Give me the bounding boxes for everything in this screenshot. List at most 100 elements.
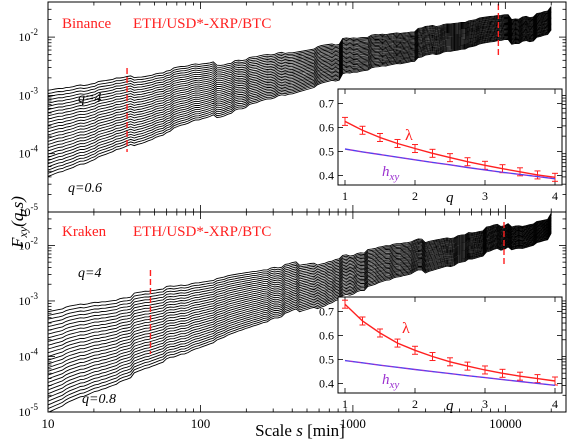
inset-y-tick-label: 0.5 <box>319 352 334 366</box>
fluctuation-curve <box>48 8 552 101</box>
fluctuation-curve <box>48 20 552 145</box>
inset-x-label: q <box>446 190 454 206</box>
fluctuation-curve <box>48 21 552 149</box>
y-tick-label: 10-5 <box>19 202 39 219</box>
inset-x-tick-label: 2 <box>412 397 418 411</box>
fluctuation-curve <box>48 7 552 94</box>
fluctuation-curve <box>48 214 552 320</box>
fluctuation-curve <box>48 218 552 339</box>
fluctuation-curve <box>48 221 552 354</box>
exchange-label: Kraken <box>62 224 107 240</box>
plot-frame <box>47 211 567 413</box>
fluctuation-curve <box>48 219 552 346</box>
fluctuation-curve <box>48 18 552 136</box>
fluctuation-curve <box>48 10 552 107</box>
inset-y-tick-label: 0.6 <box>319 328 334 342</box>
fluctuation-curve <box>48 216 552 331</box>
inset-x-tick-label: 4 <box>552 189 558 203</box>
x-tick-label: 1000 <box>340 416 366 431</box>
fluctuation-curve <box>48 24 552 158</box>
fluctuation-curve <box>48 20 552 142</box>
fluctuation-curve <box>48 213 552 316</box>
fluctuation-curve <box>48 222 552 361</box>
fluctuation-curve <box>48 232 552 410</box>
inset-y-tick-label: 0.7 <box>319 304 334 318</box>
q-top-label: q=4 <box>78 266 101 281</box>
y-tick-label: 10-2 <box>19 235 39 252</box>
inset-y-tick-label: 0.6 <box>319 120 334 134</box>
fluctuation-curve <box>48 224 552 369</box>
inset-x-label: q <box>446 398 454 414</box>
x-tick-label: 10 <box>42 416 55 431</box>
exchange-label: Binance <box>62 16 111 32</box>
x-tick-label: 100 <box>191 416 211 431</box>
fluctuation-curve <box>48 6 552 91</box>
fluctuation-curve <box>48 19 552 139</box>
fluctuation-curve <box>48 26 552 168</box>
inset-x-tick-label: 3 <box>482 397 488 411</box>
y-axis-title: Fxy(q,s) <box>8 196 30 249</box>
fluctuation-curve <box>48 229 552 395</box>
inset-x-tick-label: 4 <box>552 397 558 411</box>
inset-y-tick-label: 0.4 <box>319 168 334 182</box>
fluctuation-curve <box>48 217 552 335</box>
fluctuation-curve <box>48 26 552 165</box>
fluctuation-curve <box>48 17 552 133</box>
fluctuation-curve <box>48 224 552 372</box>
crossover-lines <box>126 4 500 152</box>
y-tick-label: 10-2 <box>19 27 39 44</box>
fluctuation-curve <box>48 220 552 350</box>
fluctuation-curve <box>48 27 552 171</box>
fluctuation-curve <box>48 215 552 324</box>
fluctuation-curve <box>48 218 552 342</box>
fluctuation-curve <box>48 23 552 155</box>
inset-lambda-label: λ <box>402 320 410 337</box>
panel-kraken: 10-5 10-4 10-3 10-2 Kraken ETH/USD*-XRP/BTC… <box>19 211 567 419</box>
inset-ticks: 1 2 3 4 0.4 0.5 0.6 0.7 <box>319 89 562 203</box>
inset-frame <box>337 88 563 186</box>
inset-h-label: hxy <box>382 164 399 183</box>
fluctuation-curves <box>48 212 552 412</box>
crossover-lines <box>149 222 505 354</box>
fluctuation-curve <box>48 228 552 391</box>
inset-h-label: hxy <box>382 372 399 391</box>
fluctuation-curve <box>48 225 552 376</box>
panel-binance: 10-5 10-4 10-3 10-2 Binance ETH/USD*-XRP/BT… <box>19 1 567 219</box>
inset-frame <box>337 296 563 394</box>
y-axis-ticks: 10-5 10-4 10-3 10-2 <box>19 211 566 419</box>
fluctuation-curve <box>48 226 552 383</box>
y-tick-label: 10-4 <box>19 144 39 161</box>
fluctuation-curve <box>48 221 552 357</box>
fluctuation-curve <box>48 212 552 313</box>
fluctuation-curve <box>48 25 552 161</box>
y-tick-label: 10-3 <box>19 291 39 308</box>
fluctuation-curve <box>48 16 552 130</box>
fluctuation-curve <box>48 226 552 380</box>
y-tick-label: 10-5 <box>19 402 39 419</box>
fluctuation-curve <box>48 28 552 174</box>
fluctuation-curve <box>48 232 552 412</box>
inset-x-tick-label: 1 <box>342 397 348 411</box>
fluctuation-curve <box>48 14 552 123</box>
fluctuation-curve <box>48 9 552 104</box>
fluctuation-curve <box>48 13 552 117</box>
inset-plot: 1 2 3 4 0.4 0.5 0.6 0.7 λ hxy q <box>319 296 563 414</box>
fluctuation-curve <box>48 12 552 114</box>
fluctuation-curve <box>48 229 552 398</box>
y-tick-label: 10-3 <box>19 85 39 102</box>
inset-x-tick-label: 3 <box>482 189 488 203</box>
inset-x-tick-label: 2 <box>412 189 418 203</box>
inset-y-tick-label: 0.5 <box>319 144 334 158</box>
x-axis-ticks <box>47 2 552 212</box>
inset-series <box>342 116 558 182</box>
inset-plot: 1 2 3 4 0.4 0.5 0.6 0.7 λ hxy q <box>319 88 563 206</box>
fluctuation-curve <box>48 15 552 126</box>
fluctuation-curve <box>48 29 552 177</box>
fluctuation-curve <box>48 215 552 328</box>
fluctuation-curve <box>48 223 552 365</box>
inset-x-tick-label: 1 <box>342 189 348 203</box>
x-tick-labels: 10 100 1000 10000 <box>42 416 522 431</box>
inset-y-tick-label: 0.7 <box>319 96 334 110</box>
fluctuation-curve <box>48 22 552 152</box>
